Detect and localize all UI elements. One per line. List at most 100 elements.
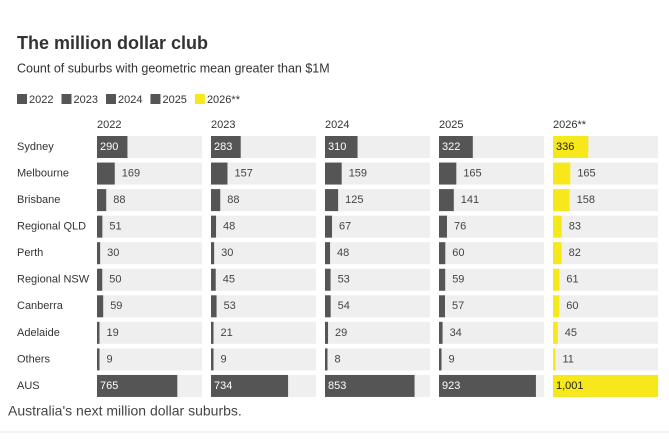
bar [439,215,447,238]
value-label: 310 [328,141,346,153]
row-band [325,242,430,265]
bar [97,215,103,238]
bar [97,136,128,158]
row-band [439,321,544,344]
value-label: 1,001 [556,380,584,392]
value-label: 165 [577,167,595,179]
value-label: 159 [349,167,367,179]
legend-label: 2024 [118,94,142,106]
legend-label: 2025 [162,94,186,106]
row-band [325,162,430,185]
bar [211,242,215,265]
bar [553,136,589,158]
value-label: 30 [107,247,119,259]
value-label: 8 [335,353,341,365]
row-band [553,215,658,238]
chart-title: The million dollar club [17,33,208,53]
bar [97,242,101,265]
bar [553,215,562,238]
row-band [97,295,202,318]
row-band [97,321,202,344]
bar [439,295,445,318]
row-band [97,162,202,185]
row-band [211,242,316,265]
bar [439,374,536,397]
bar [325,215,333,238]
bar [211,374,289,397]
legend-label: 2022 [29,94,53,106]
column-header: 2026** [553,119,587,131]
value-label: 57 [452,300,464,312]
bar [325,268,331,291]
row-band [97,215,202,238]
category-label: Brisbane [17,194,60,206]
value-label: 21 [221,327,233,339]
value-label: 48 [337,247,349,259]
value-label: 45 [223,274,235,286]
category-label: Adelaide [17,327,60,339]
legend-swatch [194,94,205,104]
row-band [325,268,430,291]
value-label: 53 [338,274,350,286]
bar [439,242,446,265]
value-label: 51 [109,221,121,233]
value-label: 60 [566,300,578,312]
category-label: AUS [17,380,40,392]
bar [325,136,358,158]
caption: Australia's next million dollar suburbs. [8,403,242,419]
bar [325,295,331,318]
bar [553,321,558,344]
value-label: 29 [335,327,347,339]
bar [211,348,214,371]
bar [97,321,100,344]
row-band [439,215,544,238]
row-band [325,348,430,371]
bar [211,162,228,185]
category-label: Regional QLD [17,221,86,233]
value-label: 734 [214,380,232,392]
value-label: 59 [110,300,122,312]
value-label: 67 [339,221,351,233]
bar [553,348,556,371]
row-band [439,162,544,185]
value-label: 59 [452,274,464,286]
row-band [553,189,658,212]
value-label: 88 [227,194,239,206]
column-header: 2022 [97,119,121,131]
row-band [439,295,544,318]
legend-swatch [17,94,27,104]
category-label: Perth [17,247,43,259]
row-band [553,348,658,371]
row-band [553,268,658,291]
row-band [325,189,430,212]
bar [325,189,339,212]
legend-label: 2026** [207,94,241,106]
value-label: 853 [328,380,346,392]
value-label: 125 [345,194,363,206]
bar [439,162,457,185]
bar [553,374,659,397]
value-label: 157 [234,167,252,179]
value-label: 45 [565,327,577,339]
value-label: 336 [556,141,574,153]
row-band [553,242,658,265]
value-label: 54 [338,300,350,312]
row-band [211,295,316,318]
column-header: 2025 [439,119,463,131]
value-label: 141 [461,194,479,206]
bar [553,268,560,291]
row-band [553,162,658,185]
bar [553,162,571,185]
value-label: 19 [107,327,119,339]
value-label: 11 [563,353,574,365]
value-label: 76 [454,221,466,233]
value-label: 61 [566,274,578,286]
value-label: 283 [214,141,232,153]
value-label: 34 [450,327,462,339]
bar [439,348,442,371]
row-band [211,268,316,291]
category-label: Others [17,353,51,365]
legend-swatch [61,94,72,104]
value-label: 923 [442,380,460,392]
